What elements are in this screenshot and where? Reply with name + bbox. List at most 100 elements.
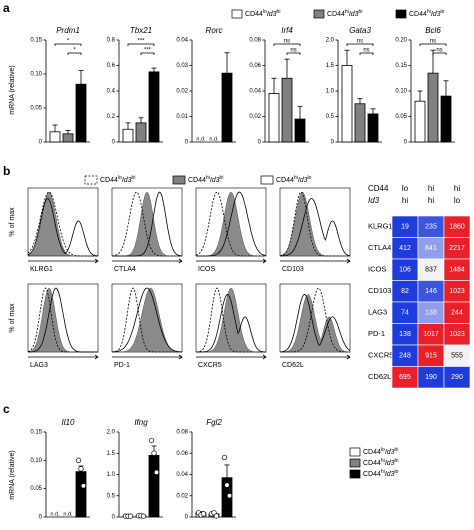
y-axis-label: % of max [9, 207, 16, 237]
y-tick-label: 0.06 [176, 451, 188, 457]
significance-bracket [286, 52, 301, 55]
y-tick-label: 0.10 [30, 72, 42, 78]
heatmap-value: 1017 [423, 331, 439, 338]
y-tick-label: 0.08 [249, 38, 261, 44]
legend-swatch [231, 9, 243, 19]
significance-label: ns [357, 39, 363, 45]
heatmap-value: 74 [401, 310, 409, 317]
heatmap-value: 82 [401, 288, 409, 295]
chart-title: Tbx21 [130, 26, 152, 35]
legend-label: CD44hiId3hi [188, 175, 223, 184]
marker-label: ICOS [198, 266, 215, 273]
y-tick-label: 0.15 [395, 63, 407, 69]
bar [148, 454, 160, 518]
heatmap-value: 138 [425, 310, 437, 317]
y-tick-label: 0 [112, 515, 116, 521]
bar [281, 77, 293, 143]
bar [49, 131, 61, 143]
significance-label: *** [137, 39, 145, 45]
legend-part: hi [294, 175, 298, 181]
legend-part: hi [206, 175, 210, 181]
bar [221, 72, 233, 143]
y-axis-label: mRNA (relative) [9, 65, 16, 114]
bar [62, 133, 74, 143]
bar [440, 95, 452, 143]
value-label: n.d. [209, 136, 219, 142]
bar [427, 72, 439, 143]
y-tick-label: 0 [39, 140, 43, 146]
histogram-dashed [195, 191, 266, 257]
y-tick-label: 0.04 [176, 38, 188, 44]
marker-label: KLRG1 [30, 266, 53, 273]
legend-part: CD44 [276, 177, 294, 184]
panel-label: c [3, 402, 10, 416]
value-label: n.d. [63, 511, 73, 517]
legend-part: Id3 [385, 471, 395, 478]
legend-part: CD44 [245, 11, 263, 18]
significance-label: * [67, 39, 70, 45]
heatmap-value: 841 [425, 245, 437, 252]
legend-part: CD44 [363, 471, 381, 478]
y-axis-label: % of max [9, 303, 16, 333]
heatmap-column-label: hi [428, 196, 434, 205]
bar [75, 471, 87, 518]
y-tick-label: 0.2 [107, 114, 116, 120]
y-tick-label: 0.05 [395, 114, 407, 120]
legend-part: lo [118, 175, 122, 181]
legend-label: CD44hiId3lo [276, 175, 312, 184]
histogram-dashed [196, 287, 266, 353]
heatmap-row-label: KLRG1 [368, 222, 393, 231]
significance-bracket [140, 52, 155, 55]
legend-part: CD44 [188, 177, 206, 184]
significance-label: ns [430, 39, 436, 45]
heatmap-row-label: CD103 [368, 286, 391, 295]
significance-label: ns [436, 48, 442, 54]
x-arrow [196, 258, 267, 264]
legend-part: lo [395, 469, 399, 475]
histogram-dashed [280, 287, 350, 353]
histogram-dashed [27, 191, 98, 257]
heatmap-header: CD44 [368, 184, 389, 193]
y-tick-label: 0.4 [107, 89, 116, 95]
significance-label: ns [363, 48, 369, 54]
heatmap-value: 915 [425, 353, 437, 360]
marker-label: LAG3 [30, 362, 48, 369]
marker-label: CXCR5 [198, 362, 222, 369]
significance-label: * [73, 48, 76, 54]
histogram-filled [27, 191, 99, 257]
y-tick-label: 0 [185, 515, 189, 521]
chart-title: Bcl6 [425, 26, 441, 35]
bar [341, 65, 353, 143]
bar [148, 71, 160, 143]
histogram-solid [196, 191, 267, 257]
significance-bracket [127, 43, 155, 46]
y-tick-label: 2.0 [326, 38, 335, 44]
heatmap-row-label: CXCR5 [368, 351, 393, 360]
heatmap-column-label: hi [402, 196, 408, 205]
legend-swatch [172, 175, 186, 185]
significance-bracket [67, 52, 82, 55]
heatmap-column-label: hi [454, 184, 460, 193]
y-tick-label: 0.04 [249, 89, 261, 95]
y-tick-label: 0.04 [176, 472, 188, 478]
legend-part: Id3 [431, 11, 441, 18]
legend-label: CD44hiId3hi [327, 9, 362, 18]
marker-label: PD-1 [114, 362, 130, 369]
y-tick-label: 0.05 [30, 486, 42, 492]
histogram-dashed [111, 191, 182, 257]
legend-part: hi [427, 9, 431, 15]
significance-bracket [273, 43, 301, 46]
heatmap-row-label: PD-1 [368, 329, 385, 338]
data-point [224, 482, 230, 488]
heatmap-cell [443, 366, 471, 389]
significance-bracket [54, 43, 82, 46]
y-tick-label: 0.10 [395, 89, 407, 95]
legend-part: hi [132, 175, 136, 181]
legend-part: CD44 [363, 449, 381, 456]
data-point [151, 450, 157, 456]
heatmap-value: 1023 [449, 288, 465, 295]
chart-title: Irf4 [281, 26, 293, 35]
histogram-solid [27, 197, 99, 257]
y-axis-label: mRNA (relative) [9, 450, 16, 499]
